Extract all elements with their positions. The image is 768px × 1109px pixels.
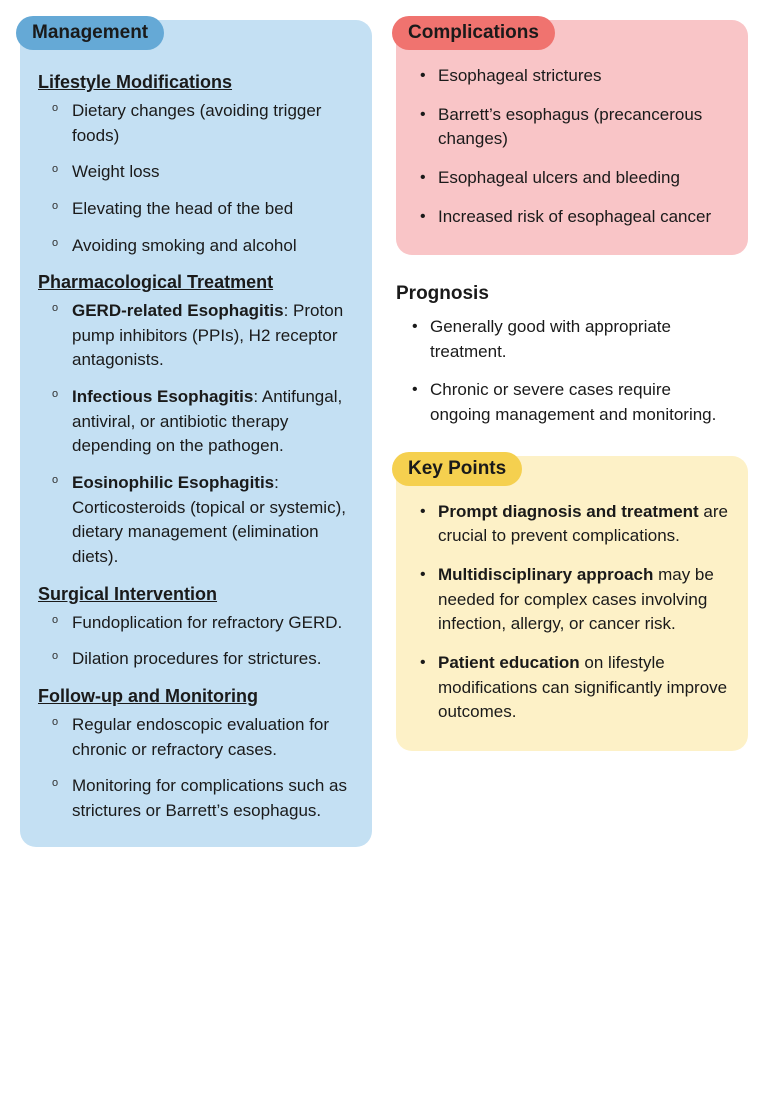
list-item: Patient education on lifestyle modificat… [424, 651, 730, 725]
list-item: Weight loss [56, 160, 354, 185]
list-item: Chronic or severe cases require ongoing … [416, 378, 730, 427]
list-item: Generally good with appropriate treatmen… [416, 315, 730, 364]
keypoints-card: Key Points Prompt diagnosis and treatmen… [396, 456, 748, 751]
list-item: GERD-related Esophagitis: Proton pump in… [56, 299, 354, 373]
term: Patient education [438, 653, 580, 672]
list-item: Eosinophilic Esophagitis: Corticosteroid… [56, 471, 354, 570]
bullet-list: Prompt diagnosis and treatment are cruci… [396, 500, 748, 725]
right-column: Complications Esophageal strictures Barr… [396, 20, 748, 875]
management-card: Management Lifestyle Modifications Dieta… [20, 20, 372, 847]
management-section: Pharmacological Treatment GERD-related E… [20, 272, 372, 569]
term: Eosinophilic Esophagitis [72, 473, 274, 492]
bullet-list: GERD-related Esophagitis: Proton pump in… [20, 299, 372, 569]
management-section: Follow-up and Monitoring Regular endosco… [20, 686, 372, 824]
section-heading: Surgical Intervention [38, 584, 354, 605]
section-heading: Follow-up and Monitoring [38, 686, 354, 707]
complications-badge: Complications [392, 16, 555, 50]
list-item: Esophageal strictures [424, 64, 730, 89]
list-item: Elevating the head of the bed [56, 197, 354, 222]
list-item: Infectious Esophagitis: Antifungal, anti… [56, 385, 354, 459]
complications-card: Complications Esophageal strictures Barr… [396, 20, 748, 255]
list-item: Fundoplication for refractory GERD. [56, 611, 354, 636]
section-heading: Lifestyle Modifications [38, 72, 354, 93]
list-item: Prompt diagnosis and treatment are cruci… [424, 500, 730, 549]
list-item: Dilation procedures for strictures. [56, 647, 354, 672]
left-column: Management Lifestyle Modifications Dieta… [20, 20, 372, 875]
keypoints-badge: Key Points [392, 452, 522, 486]
list-item: Dietary changes (avoiding trigger foods) [56, 99, 354, 148]
term: Prompt diagnosis and treatment [438, 502, 699, 521]
list-item: Barrett’s esophagus (precancerous change… [424, 103, 730, 152]
list-item: Esophageal ulcers and bleeding [424, 166, 730, 191]
management-section: Surgical Intervention Fundoplication for… [20, 584, 372, 672]
management-section: Lifestyle Modifications Dietary changes … [20, 72, 372, 258]
bullet-list: Dietary changes (avoiding trigger foods)… [20, 99, 372, 258]
bullet-list: Regular endoscopic evaluation for chroni… [20, 713, 372, 824]
bullet-list: Generally good with appropriate treatmen… [396, 315, 748, 428]
list-item: Multidisciplinary approach may be needed… [424, 563, 730, 637]
list-item: Avoiding smoking and alcohol [56, 234, 354, 259]
two-column-layout: Management Lifestyle Modifications Dieta… [20, 20, 748, 875]
term: GERD-related Esophagitis [72, 301, 284, 320]
list-item: Monitoring for complications such as str… [56, 774, 354, 823]
list-item: Increased risk of esophageal cancer [424, 205, 730, 230]
term: Multidisciplinary approach [438, 565, 653, 584]
prognosis-card: Prognosis Generally good with appropriat… [396, 283, 748, 428]
management-badge: Management [16, 16, 164, 50]
list-item: Regular endoscopic evaluation for chroni… [56, 713, 354, 762]
prognosis-heading: Prognosis [396, 283, 748, 305]
bullet-list: Esophageal strictures Barrett’s esophagu… [396, 64, 748, 229]
term: Infectious Esophagitis [72, 387, 253, 406]
section-heading: Pharmacological Treatment [38, 272, 354, 293]
bullet-list: Fundoplication for refractory GERD. Dila… [20, 611, 372, 672]
